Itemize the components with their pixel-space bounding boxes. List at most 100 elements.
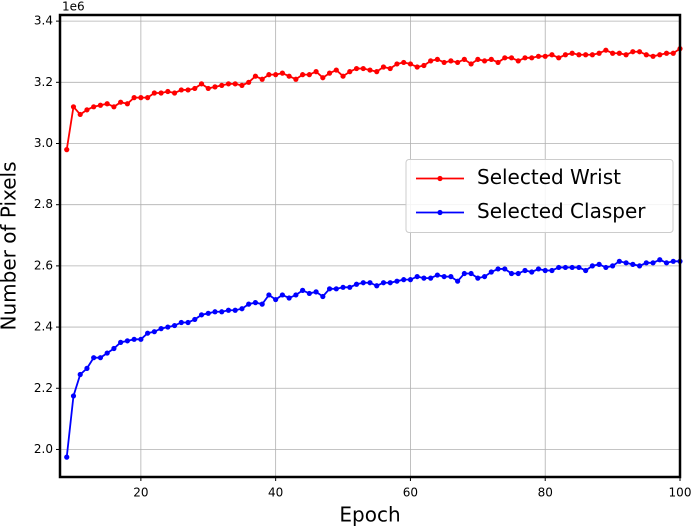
data-point [266,72,272,78]
data-point [616,258,622,264]
y-tick-label: 2.8 [34,197,53,211]
x-tick-label: 80 [538,486,553,500]
data-point [414,64,420,70]
data-point [441,273,447,280]
data-point [70,393,77,399]
data-point [219,82,225,88]
data-point [562,264,569,271]
data-point [360,280,366,286]
data-point [165,324,171,330]
y-tick-label: 2.6 [34,258,53,272]
data-point [64,454,70,460]
data-point [367,67,373,73]
data-point [259,301,265,307]
data-point [286,73,292,79]
legend-marker [437,175,443,182]
data-point [252,73,259,79]
data-line [65,258,680,458]
data-point [374,283,380,289]
data-point [394,278,400,284]
data-point [77,111,83,118]
data-point [576,264,582,271]
data-point [610,263,616,269]
data-point [636,263,643,269]
data-point [340,73,346,79]
data-point [374,69,380,75]
data-point [212,84,218,90]
x-tick-label: 100 [669,486,692,500]
data-point [610,50,616,56]
data-point [549,52,555,58]
data-point [205,310,211,316]
x-tick-label: 60 [403,486,418,500]
data-point [185,319,191,326]
data-point [515,58,521,64]
legend-marker [437,209,443,216]
data-point [333,67,339,73]
data-point [455,278,461,284]
legend-label: Selected Wrist [477,165,621,189]
data-point [91,355,97,361]
data-point [252,300,259,306]
y-tick-label: 2.2 [34,381,53,395]
data-point [461,56,467,62]
data-point [111,345,117,352]
data-point [461,270,467,277]
data-point [428,58,434,64]
data-point [596,261,602,267]
data-point [104,101,110,107]
x-tick-label: 40 [268,486,283,500]
data-point [616,50,622,56]
data-point [70,104,77,110]
y-axis-label: Number of Pixels [0,161,21,330]
data-point [630,261,636,267]
data-point [300,72,306,78]
data-point [313,69,319,75]
data-point [326,286,333,292]
data-point [535,266,542,272]
legend-box [405,159,674,233]
data-point [414,273,420,280]
data-point [347,284,353,290]
data-point [650,260,656,266]
data-point [151,90,157,96]
data-point [91,104,97,110]
data-point [104,350,110,356]
data-point [650,53,656,59]
data-point [515,270,521,277]
data-point [124,338,130,344]
data-point [488,269,494,275]
data-point [138,336,144,342]
data-point [171,90,178,96]
data-point [663,260,670,266]
data-point [529,55,535,61]
data-point [556,55,562,61]
data-point [569,50,575,56]
data-point [320,293,326,300]
y-tick-label: 3.0 [34,136,53,150]
data-point [178,87,184,93]
data-point [448,273,454,280]
data-point [508,55,515,61]
data-point [522,267,528,274]
data-point [428,275,434,281]
data-point [495,59,501,66]
data-point [246,79,252,85]
data-point [239,82,245,88]
data-point [84,365,90,371]
data-point [111,104,117,110]
data-point [360,65,366,72]
data-point [293,76,299,82]
data-point [225,81,232,87]
data-point [97,102,104,108]
data-point [205,85,211,92]
data-point [468,270,474,277]
data-point [663,50,670,56]
data-point [643,260,649,266]
data-point [455,59,461,66]
data-point [380,280,387,286]
data-point [636,49,643,55]
data-point [475,56,481,62]
data-point [158,326,164,332]
